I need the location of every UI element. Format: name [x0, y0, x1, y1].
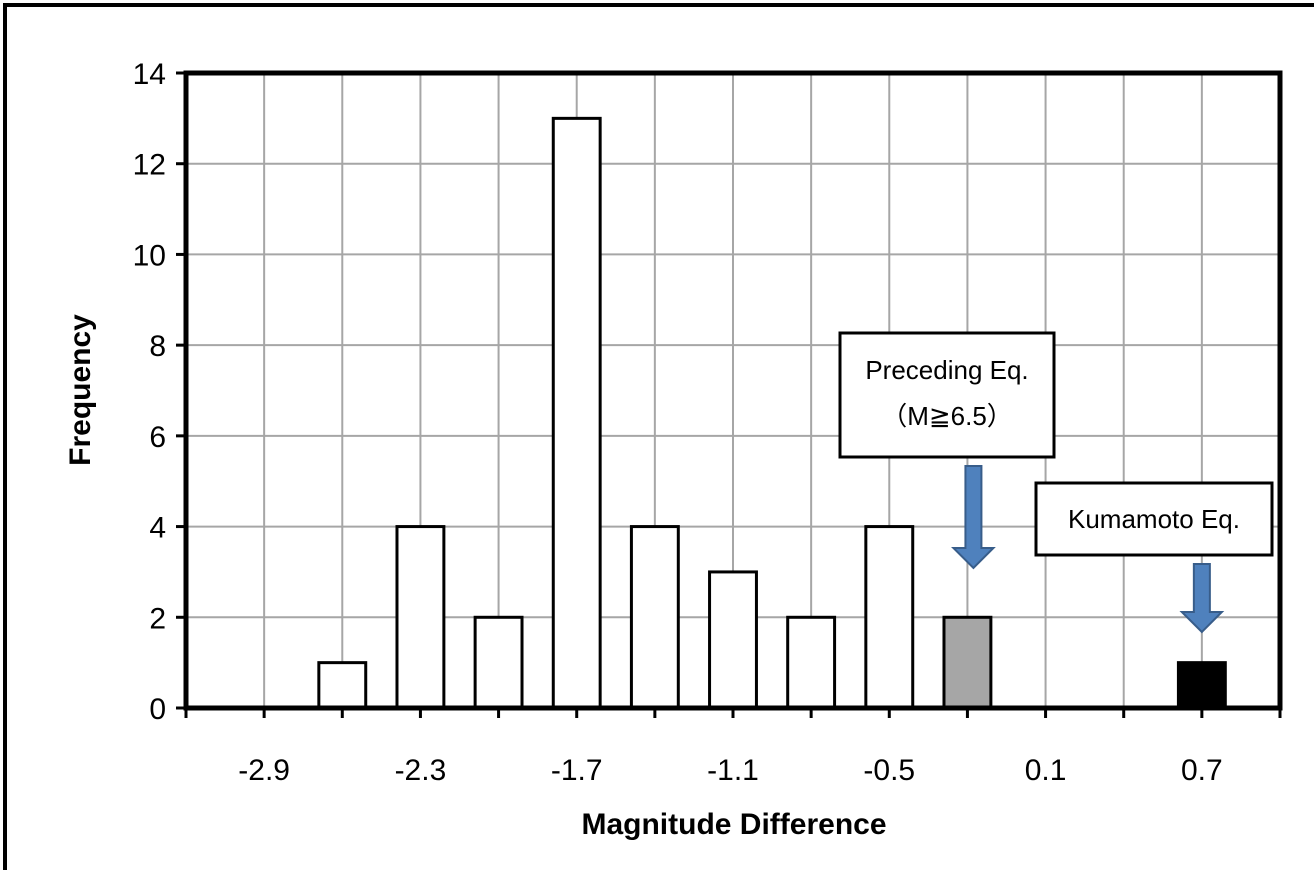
- annotations: Preceding Eq. （M≧6.5） Kumamoto Eq.: [838, 331, 1274, 634]
- y-tick-label: 6: [149, 421, 166, 454]
- x-tick-label: -0.5: [863, 754, 915, 787]
- x-tick-label: 0.1: [1025, 754, 1067, 787]
- kumamoto-eq-box: [1034, 481, 1274, 557]
- x-tick-label: -1.7: [551, 754, 603, 787]
- kumamoto-eq-callout: Kumamoto Eq.: [1034, 481, 1274, 557]
- histogram-bar: [317, 661, 368, 710]
- histogram-bar: [786, 615, 837, 710]
- histogram-bar: [629, 525, 680, 710]
- preceding-eq-callout: Preceding Eq. （M≧6.5）: [838, 331, 1056, 459]
- histogram-bar: [551, 116, 602, 710]
- x-axis-title: Magnitude Difference: [581, 808, 886, 841]
- histogram-bar: [395, 525, 446, 710]
- preceding-eq-label: Preceding Eq.: [865, 355, 1028, 385]
- y-tick-label: 14: [133, 58, 166, 91]
- histogram-bar: [473, 615, 524, 710]
- preceding-eq-box: [838, 331, 1056, 459]
- x-tick-label: -2.9: [238, 754, 290, 787]
- x-tick-label: -1.1: [707, 754, 759, 787]
- x-tick-label: -2.3: [395, 754, 447, 787]
- kumamoto-eq-arrow: [1179, 563, 1225, 634]
- preceding-eq-label: （M≧6.5）: [881, 401, 1013, 431]
- kumamoto-eq-label: Kumamoto Eq.: [1068, 504, 1240, 534]
- y-tick-label: 0: [149, 693, 166, 726]
- tick-labels: 0 2 4 6 8 10 12 14 -2.9 -2.3 -1.7 -1.1 -0.5 0.1 0.7: [133, 58, 1223, 787]
- y-tick-label: 12: [133, 149, 166, 182]
- histogram-bar: [1176, 661, 1227, 710]
- bars: [317, 116, 1227, 710]
- y-tick-label: 10: [133, 239, 166, 272]
- ticks: [176, 71, 1282, 718]
- y-tick-label: 8: [149, 330, 166, 363]
- histogram-bar: [708, 570, 758, 710]
- y-tick-label: 2: [149, 602, 166, 635]
- y-tick-label: 4: [149, 512, 166, 545]
- y-axis-title: Frequency: [64, 314, 97, 466]
- x-tick-label: 0.7: [1181, 754, 1223, 787]
- histogram-bar: [942, 615, 993, 710]
- preceding-eq-arrow: [951, 465, 996, 570]
- histogram-bar: [864, 525, 915, 710]
- outer-border: [3, 3, 1314, 870]
